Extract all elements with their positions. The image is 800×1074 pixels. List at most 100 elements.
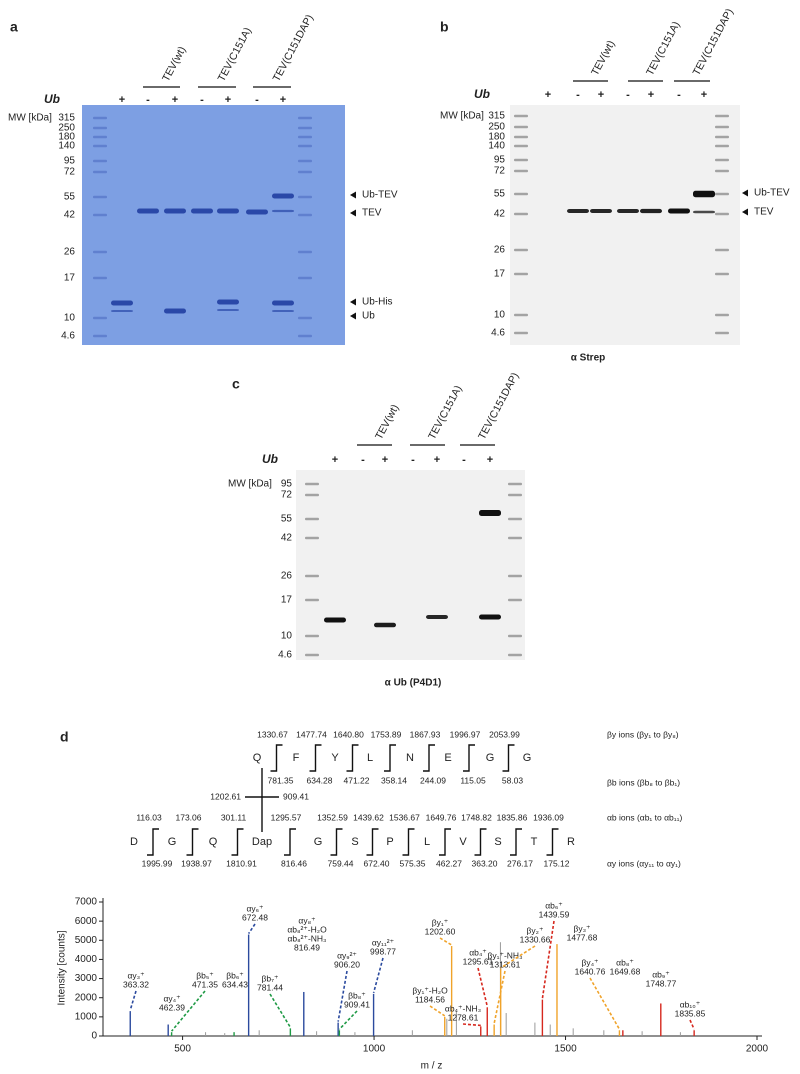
peak-mz: 462.39 (159, 1002, 185, 1012)
peak-mz: 1295.61 (463, 956, 494, 966)
band-label: Ub (362, 311, 375, 322)
cleavage-bracket (147, 828, 159, 856)
peak-label: βy₁⁺-NH₃ (487, 950, 522, 960)
ladder-band (514, 158, 528, 162)
ladder-band (93, 126, 107, 130)
group-label: TEV(C151A) (426, 384, 465, 442)
ladder-band (305, 482, 319, 486)
arrow (350, 298, 356, 306)
mw-label: 95 (494, 155, 506, 166)
lane-sign: + (701, 89, 707, 101)
lane-sign: + (382, 454, 388, 466)
ladder-band (514, 135, 528, 139)
residue: L (424, 836, 430, 848)
ion-mass: 575.35 (400, 858, 426, 868)
ladder-band (93, 144, 107, 148)
legend-entry: βb ions (βb₈ to βb₁) (607, 777, 680, 787)
y-tick-label: 5000 (75, 935, 98, 946)
peak-mz: 1184.56 (415, 994, 445, 1004)
peak-mz: 816.49 (294, 942, 320, 952)
lane-sign: + (225, 94, 231, 106)
mw-label: 180 (488, 132, 505, 143)
lane-sign: + (648, 89, 654, 101)
lane-sign: - (361, 454, 365, 466)
mw-label: 17 (64, 273, 76, 284)
band (111, 310, 133, 312)
band (426, 615, 448, 619)
lane-sign: + (119, 94, 125, 106)
peak-mz: 1278.61 (448, 1012, 479, 1022)
mw-label: 10 (494, 310, 506, 321)
cleavage-bracket (502, 744, 515, 772)
cleavage-bracket (270, 744, 283, 772)
peak-mz: 1649.68 (610, 966, 641, 976)
peak-leader (337, 970, 348, 1022)
peak-mz: 1748.77 (646, 978, 677, 988)
peak-label: βy₁⁺ (432, 917, 449, 927)
band-label: Ub-His (362, 297, 393, 308)
mw-label: 95 (281, 479, 293, 490)
peak-leader (269, 993, 292, 1028)
ladder-band (298, 135, 312, 139)
y-tick-label: 3000 (75, 973, 98, 984)
ladder-band (298, 334, 312, 338)
ladder-band (93, 250, 107, 254)
ladder-band (305, 493, 319, 497)
mw-header: MW [kDa] (228, 479, 272, 490)
panel-letter: a (10, 19, 18, 35)
lane-sign: - (255, 94, 259, 106)
peak-leader (171, 990, 206, 1032)
mw-label: 4.6 (491, 328, 505, 339)
cleavage-bracket (423, 744, 435, 772)
residue: S (351, 836, 358, 848)
ladder-band (508, 536, 522, 540)
ladder-band (715, 331, 729, 335)
mw-label: 55 (281, 514, 293, 525)
peak-label: αb₄⁺-NH₃ (445, 1003, 481, 1013)
lane-sign: - (411, 454, 415, 466)
ladder-band (298, 126, 312, 130)
residue: D (130, 836, 138, 848)
lane-sign: + (280, 94, 286, 106)
peak-leader (541, 920, 555, 999)
peak-label: αy₃⁺ (127, 970, 144, 980)
lane-sign: + (598, 89, 604, 101)
cleavage-bracket (330, 828, 343, 856)
residue: T (531, 836, 538, 848)
ion-mass: 175.12 (544, 858, 570, 868)
mw-label: 26 (494, 245, 506, 256)
ladder-band (93, 213, 107, 217)
peak-leader (439, 937, 453, 946)
arrow (350, 191, 356, 199)
band (272, 300, 294, 306)
ladder-band (514, 192, 528, 196)
ion-mass: 1938.97 (181, 858, 212, 868)
mw-label: 4.6 (278, 650, 292, 661)
residue: S (494, 836, 501, 848)
ion-mass: 116.03 (136, 812, 162, 822)
mw-label: 72 (64, 167, 76, 178)
legend-entry: αb ions (αb₁ to αb₁₁) (607, 812, 682, 822)
x-tick-label: 1000 (363, 1044, 386, 1055)
ion-mass: 173.06 (176, 812, 202, 822)
arrow (350, 312, 356, 320)
ub-label: Ub (474, 87, 490, 101)
ladder-band (715, 192, 729, 196)
blot-caption: α Strep (571, 353, 606, 364)
residue: G (168, 836, 177, 848)
cleavage-bracket (463, 744, 475, 772)
x-tick-label: 500 (174, 1044, 191, 1055)
mw-label: 250 (58, 123, 75, 134)
peak-leader (129, 990, 137, 1011)
band (137, 208, 159, 214)
ladder-band (514, 125, 528, 129)
peak-label: αy₄⁺ (163, 993, 180, 1003)
mw-label: 55 (64, 192, 76, 203)
panel-letter: b (440, 19, 449, 35)
cleavage-bracket (439, 828, 451, 856)
y-tick-label: 1000 (75, 1011, 98, 1022)
band (272, 193, 294, 199)
ion-mass: 672.40 (364, 858, 390, 868)
ladder-band (298, 195, 312, 199)
peak-label: βb₆⁺ (226, 970, 244, 980)
